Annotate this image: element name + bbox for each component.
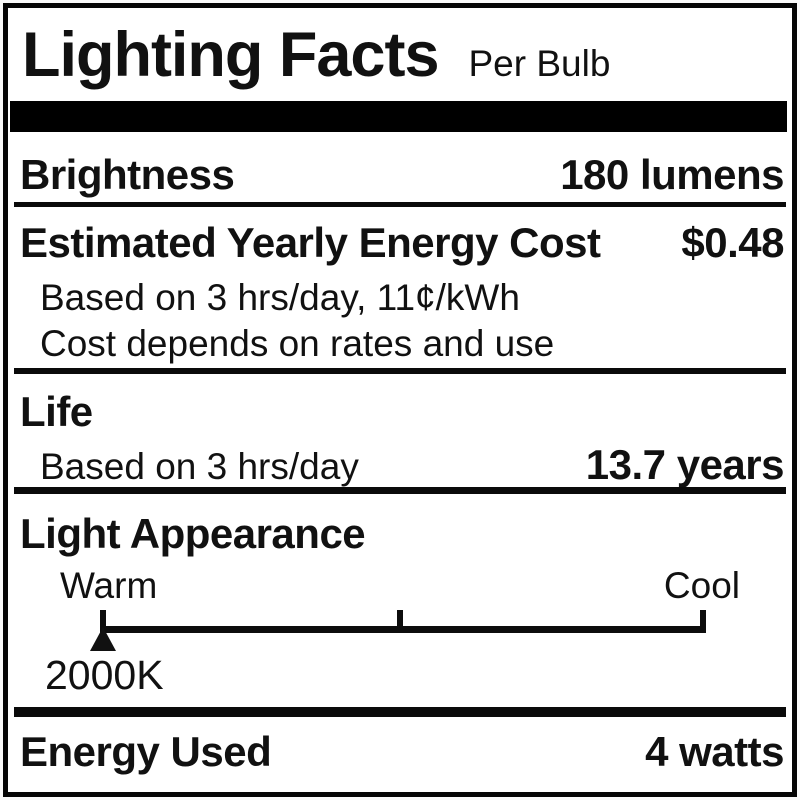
energy-cost-label: Estimated Yearly Energy Cost [20,219,601,266]
light-appearance-heading: Light Appearance [20,510,366,557]
life-value: 13.7 years [585,441,785,488]
color-temperature-value: 2000K [45,652,164,698]
scale-pointer-triangle [90,627,116,651]
scale-tick-left [100,610,106,633]
divider [14,487,786,494]
divider [14,202,786,207]
life-basis: Based on 3 hrs/day [40,446,359,487]
life-row: Based on 3 hrs/day 13.7 years [20,441,785,488]
life-heading: Life [20,388,93,435]
energy-cost-note-rates: Cost depends on rates and use [40,323,555,364]
energy-cost-value: $0.48 [681,219,784,266]
brightness-label: Brightness [20,151,235,198]
warm-label: Warm [60,565,158,606]
brightness-value: 180 lumens [560,151,784,198]
brightness-row: Brightness 180 lumens [20,151,784,198]
light-appearance-scale-line [100,626,706,633]
header-separator-bar [10,101,787,132]
scale-tick-center [397,610,403,633]
energy-cost-note-basis: Based on 3 hrs/day, 11¢/kWh [40,277,520,318]
label-header: Lighting Facts Per Bulb [22,24,784,87]
energy-used-label: Energy Used [20,728,272,775]
lighting-facts-label: Lighting Facts Per Bulb Brightness 180 l… [3,3,797,797]
divider-thick [14,707,786,717]
scale-tick-right [700,610,706,633]
energy-used-value: 4 watts [645,728,784,775]
divider [14,368,786,374]
cool-label: Cool [663,565,740,606]
label-title: Lighting Facts [22,20,439,90]
energy-used-row: Energy Used 4 watts [20,728,784,775]
energy-cost-row: Estimated Yearly Energy Cost $0.48 [20,219,784,266]
label-subtitle: Per Bulb [468,43,611,84]
